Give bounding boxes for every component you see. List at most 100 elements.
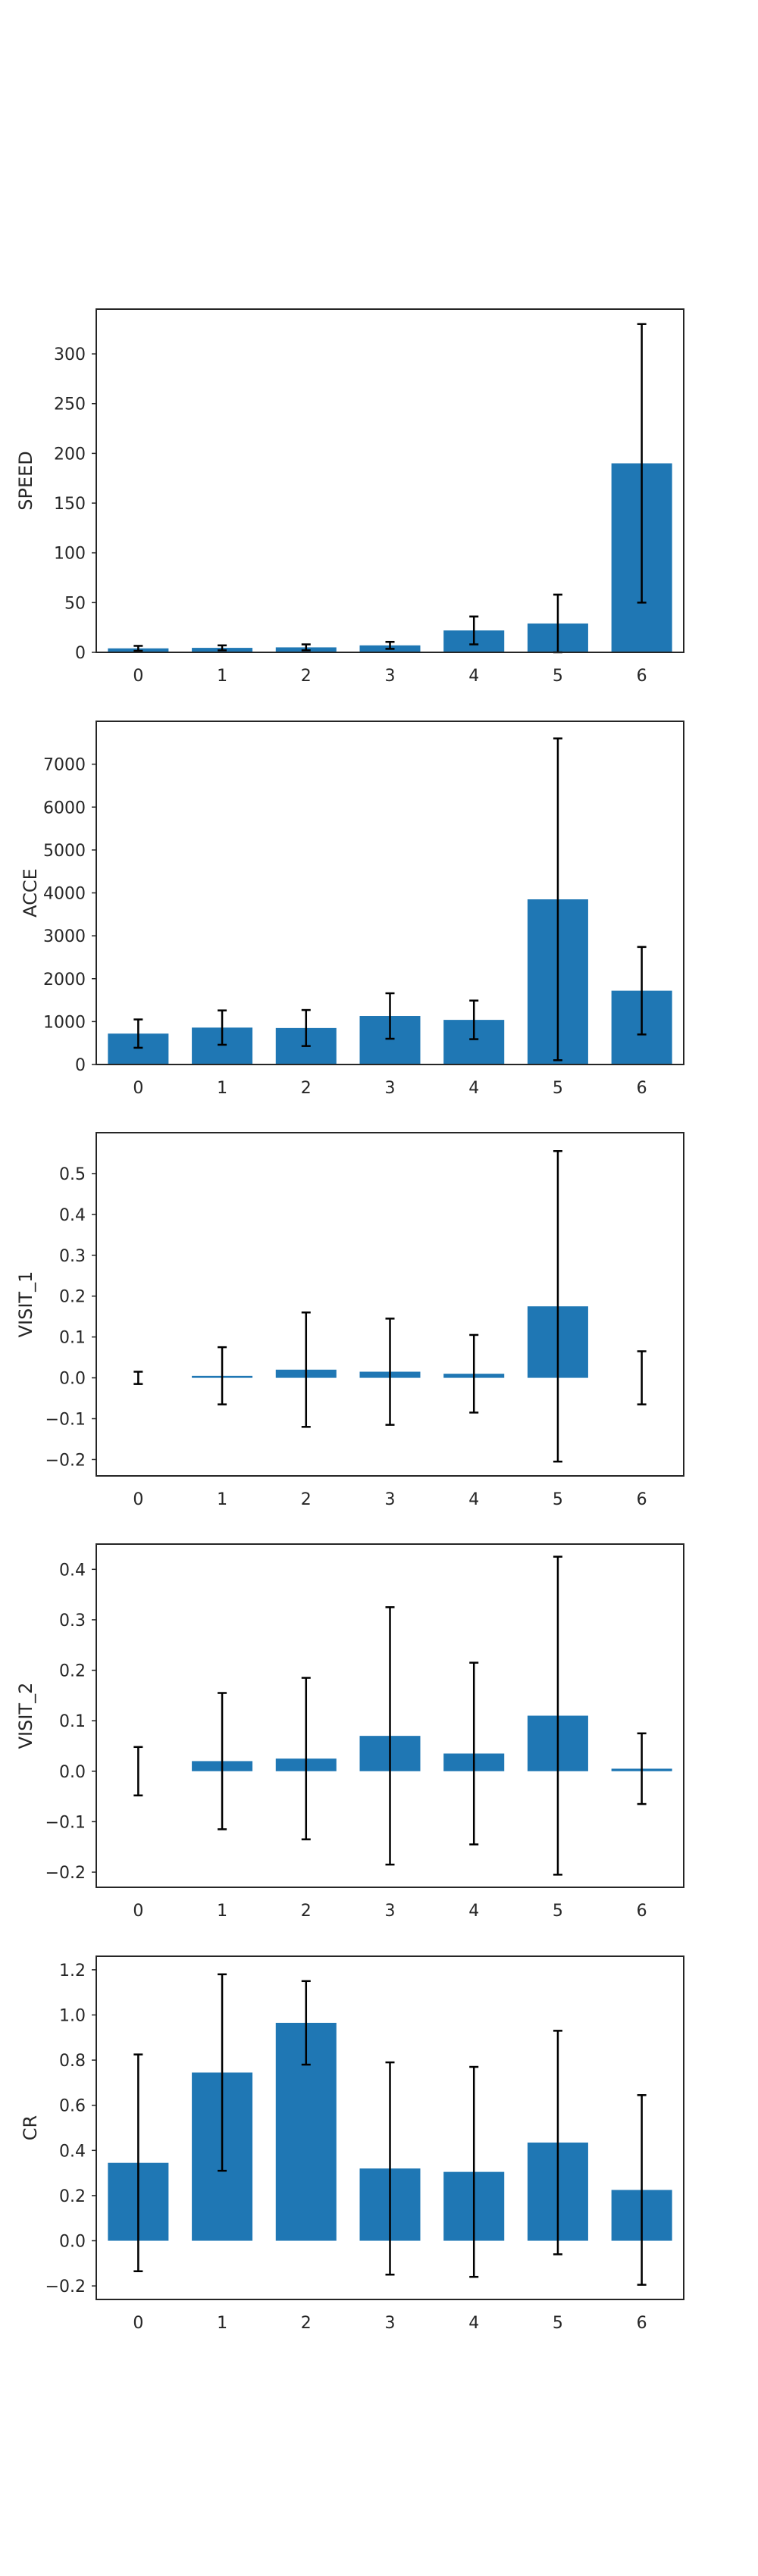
error-bar-1	[218, 1692, 227, 1830]
y-tick-label: 6000	[43, 799, 86, 818]
x-tick-label: 6	[637, 667, 647, 686]
x-tick-label: 5	[553, 1079, 563, 1098]
x-tick-label: 4	[468, 2314, 479, 2333]
error-bar-1	[218, 1009, 227, 1046]
x-tick-label: 5	[553, 1490, 563, 1509]
x-tick-label: 0	[133, 1079, 143, 1098]
error-bar-4	[469, 2065, 479, 2278]
error-bar-2	[301, 1311, 311, 1428]
y-tick-label: 0	[75, 644, 86, 663]
error-bar-5	[553, 737, 562, 1061]
y-axis-label: VISIT_1	[15, 1271, 36, 1338]
error-bar-4	[469, 615, 479, 646]
y-tick-label: 3000	[43, 927, 86, 946]
chart-speed: 0 50 100 150 200 250 300 0 1 2 3 4 5 6 SPEED	[15, 308, 684, 686]
y-axis-label: ACCE	[20, 868, 41, 918]
x-tick-label: 5	[553, 667, 563, 686]
x-tick-label: 1	[217, 667, 227, 686]
error-bar-1	[218, 644, 227, 652]
y-tick-label: 0.4	[59, 1561, 86, 1580]
error-bar-5	[553, 1150, 562, 1463]
y-tick-label: 1.0	[59, 2006, 86, 2025]
error-bar-4	[469, 999, 479, 1040]
y-tick-label: 0.0	[59, 2233, 86, 2252]
y-axis-label: SPEED	[15, 451, 36, 511]
x-tick-label: 5	[553, 1902, 563, 1921]
error-bar-3	[385, 1318, 395, 1426]
x-tick-label: 2	[301, 2314, 312, 2333]
x-tick-label: 4	[468, 667, 479, 686]
error-bar-3	[385, 640, 395, 650]
y-tick-label: 0.4	[59, 2142, 86, 2161]
error-bar-2	[301, 1980, 311, 2066]
error-bar-0	[133, 1371, 143, 1385]
chart-cr: −0.2 0.0 0.2 0.4 0.6 0.8 1.0 1.2 0 1 2 3 4 5 6 CR	[20, 1955, 684, 2333]
y-tick-label: 300	[54, 345, 86, 364]
x-tick-label: 0	[133, 1902, 143, 1921]
x-tick-label: 5	[553, 2314, 563, 2333]
x-tick-label: 4	[468, 1490, 479, 1509]
y-tick-label: 0.3	[59, 1612, 86, 1630]
y-tick-label: −0.2	[45, 1864, 86, 1883]
y-tick-label: −0.1	[45, 1813, 86, 1832]
x-tick-label: 6	[637, 1490, 647, 1509]
error-bar-0	[133, 1746, 143, 1797]
y-tick-label: 2000	[43, 971, 86, 989]
y-tick-label: 150	[54, 495, 86, 514]
x-tick-label: 0	[133, 1490, 143, 1509]
x-tick-label: 3	[385, 1079, 396, 1098]
y-axis-label: CR	[20, 2115, 41, 2140]
x-tick-label: 4	[468, 1902, 479, 1921]
y-tick-label: 250	[54, 395, 86, 414]
plot-frame	[96, 308, 684, 653]
y-tick-label: −0.2	[45, 1451, 86, 1470]
x-tick-label: 2	[301, 1079, 312, 1098]
error-bar-2	[301, 1677, 311, 1840]
chart-visit-1: −0.2 −0.1 0.0 0.1 0.2 0.3 0.4 0.5 0 1 2 3 4 5 6 VISIT_1	[15, 1132, 684, 1509]
error-bar-6	[637, 2094, 647, 2286]
plot-frame	[96, 1132, 684, 1477]
y-tick-label: −0.1	[45, 1411, 86, 1430]
error-bar-0	[133, 1018, 143, 1049]
y-tick-label: 0.2	[59, 1662, 86, 1681]
y-tick-label: 0.0	[59, 1763, 86, 1782]
error-bar-0	[133, 2053, 143, 2272]
y-tick-label: 4000	[43, 885, 86, 904]
x-tick-label: 3	[385, 667, 396, 686]
chart-acce: 0 1000 2000 3000 4000 5000 6000 7000 0 1 2 3 4 5 6 ACCE	[20, 721, 684, 1098]
x-tick-label: 3	[385, 1490, 396, 1509]
x-tick-label: 0	[133, 2314, 143, 2333]
y-tick-label: 0.3	[59, 1247, 86, 1266]
y-tick-label: 200	[54, 445, 86, 464]
y-tick-label: 0.8	[59, 2052, 86, 2071]
x-tick-label: 2	[301, 1902, 312, 1921]
error-bar-3	[385, 992, 395, 1040]
x-tick-label: 6	[637, 2314, 647, 2333]
chart-visit-2: −0.2 −0.1 0.0 0.1 0.2 0.3 0.4 0 1 2 3 4 5 6 VISIT_2	[15, 1543, 684, 1921]
y-tick-label: 100	[54, 545, 86, 564]
error-bar-2	[301, 1008, 311, 1047]
x-tick-label: 1	[217, 1902, 227, 1921]
y-tick-label: 0.1	[59, 1329, 86, 1348]
y-tick-label: 0.0	[59, 1370, 86, 1389]
y-tick-label: 0.5	[59, 1165, 86, 1184]
x-tick-label: 2	[301, 667, 312, 686]
error-bar-0	[133, 645, 143, 652]
plot-frame	[96, 1955, 684, 2300]
error-bar-6	[637, 946, 647, 1036]
x-tick-label: 2	[301, 1490, 312, 1509]
error-bar-3	[385, 2061, 395, 2276]
y-tick-label: 7000	[43, 756, 86, 775]
y-axis-label: VISIT_2	[15, 1683, 36, 1749]
error-bar-5	[553, 2030, 562, 2256]
error-bar-3	[385, 1606, 395, 1866]
error-bar-6	[637, 1350, 647, 1405]
x-tick-label: 4	[468, 1079, 479, 1098]
plot-frame	[96, 1543, 684, 1888]
error-bar-1	[218, 1973, 227, 2172]
y-tick-label: −0.2	[45, 2277, 86, 2296]
error-bar-2	[301, 643, 311, 652]
x-tick-label: 3	[385, 2314, 396, 2333]
x-tick-label: 6	[637, 1902, 647, 1921]
